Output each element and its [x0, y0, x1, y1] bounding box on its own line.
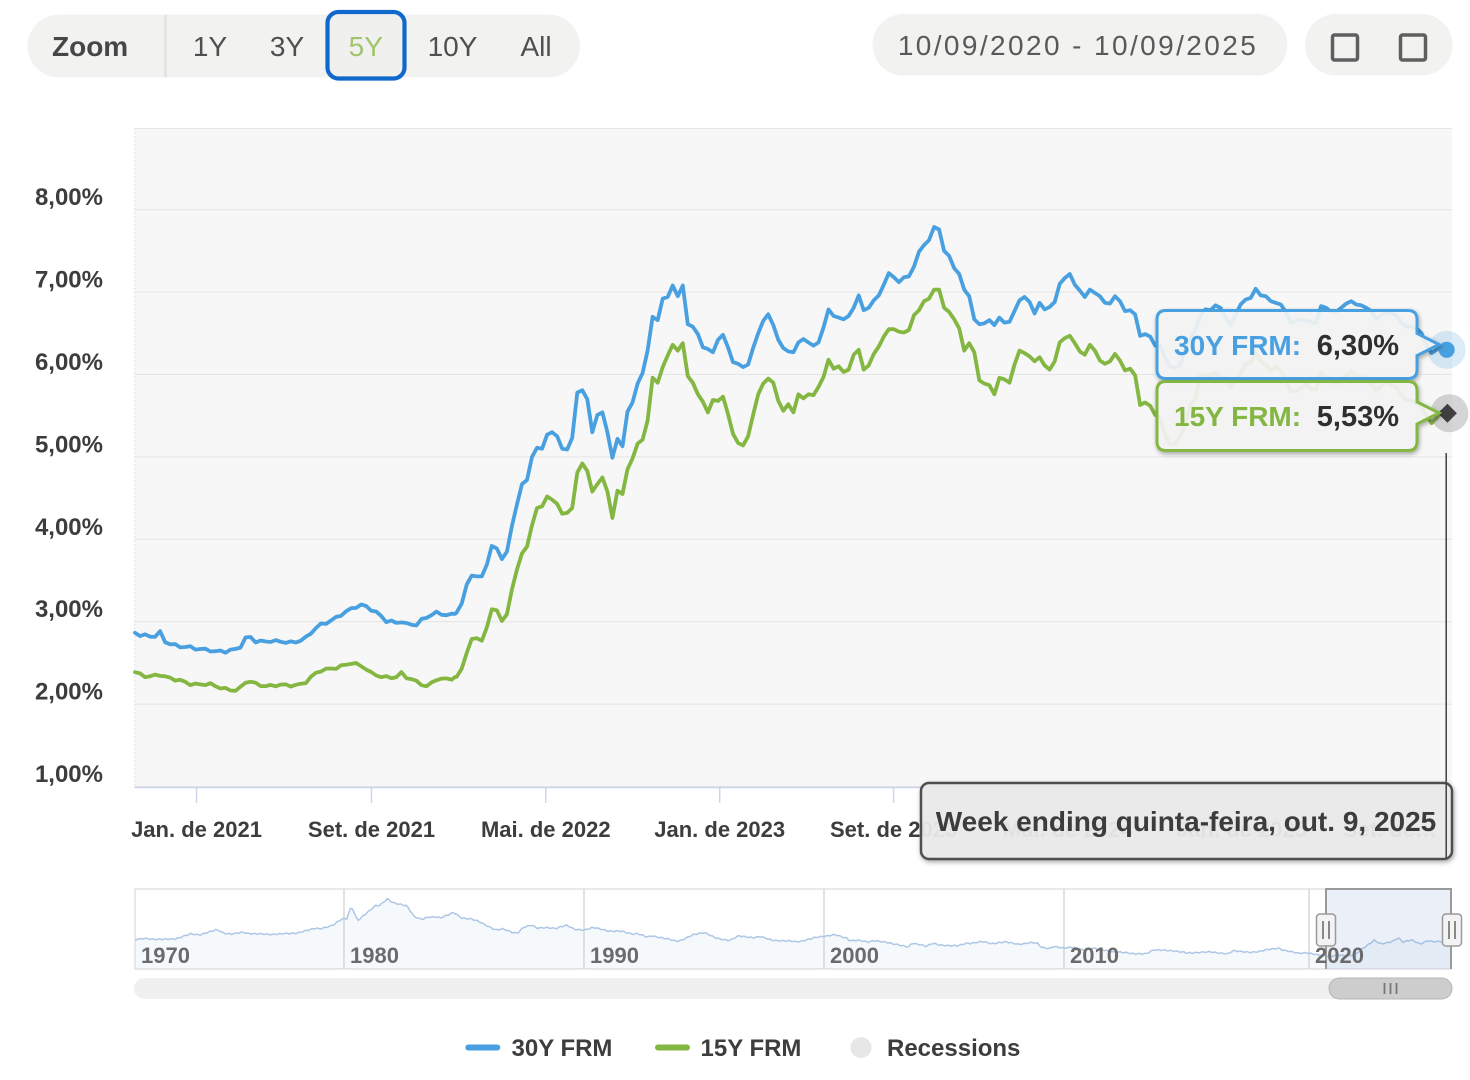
svg-text:15Y FRM:: 15Y FRM: [1174, 401, 1301, 432]
svg-text:15Y FRM: 15Y FRM [701, 1035, 802, 1062]
svg-text:6,30%: 6,30% [1317, 330, 1399, 362]
svg-text:2020: 2020 [1315, 943, 1364, 968]
svg-text:8,00%: 8,00% [35, 184, 103, 211]
svg-text:Set. de 2021: Set. de 2021 [308, 817, 435, 842]
svg-text:10Y: 10Y [428, 31, 478, 62]
svg-text:2000: 2000 [830, 943, 879, 968]
svg-text:Jan. de 2021: Jan. de 2021 [131, 817, 262, 842]
svg-text:1970: 1970 [141, 943, 190, 968]
svg-text:6,00%: 6,00% [35, 349, 103, 376]
svg-text:2,00%: 2,00% [35, 679, 103, 706]
svg-text:10/09/2020 - 10/09/2025: 10/09/2020 - 10/09/2025 [898, 30, 1258, 61]
svg-text:Recessions: Recessions [887, 1035, 1020, 1062]
svg-text:1980: 1980 [350, 943, 399, 968]
svg-text:Zoom: Zoom [52, 31, 128, 62]
svg-text:1990: 1990 [590, 943, 639, 968]
svg-text:1Y: 1Y [193, 31, 228, 62]
svg-text:All: All [520, 31, 551, 62]
svg-text:30Y FRM: 30Y FRM [512, 1035, 613, 1062]
svg-text:4,00%: 4,00% [35, 514, 103, 541]
svg-text:2010: 2010 [1070, 943, 1119, 968]
svg-text:5Y: 5Y [349, 31, 384, 62]
svg-text:30Y FRM:: 30Y FRM: [1174, 330, 1301, 361]
svg-text:Jan. de 2023: Jan. de 2023 [654, 817, 785, 842]
svg-text:7,00%: 7,00% [35, 267, 103, 294]
svg-text:Week ending quinta-feira, out.: Week ending quinta-feira, out. 9, 2025 [936, 806, 1437, 837]
svg-text:5,53%: 5,53% [1317, 401, 1399, 433]
svg-text:Mai. de 2022: Mai. de 2022 [481, 817, 611, 842]
svg-text:1,00%: 1,00% [35, 761, 103, 788]
svg-text:3,00%: 3,00% [35, 596, 103, 623]
svg-text:5,00%: 5,00% [35, 431, 103, 458]
svg-text:3Y: 3Y [270, 31, 305, 62]
